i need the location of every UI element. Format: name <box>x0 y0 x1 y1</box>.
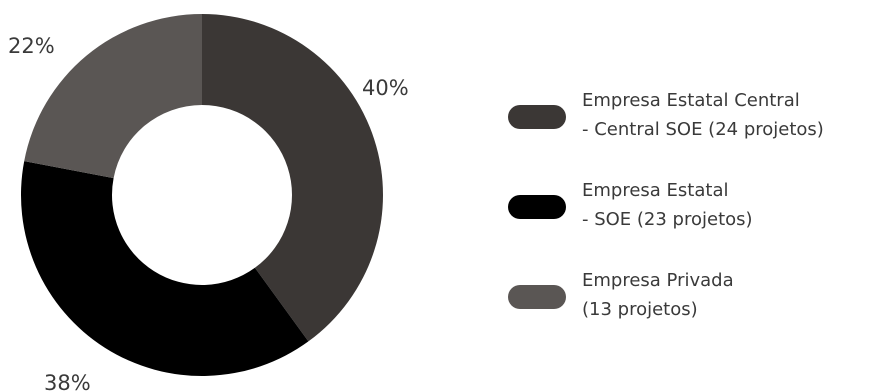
legend-label-line2: - Central SOE (24 projetos) <box>582 119 824 140</box>
legend-swatch-soe <box>508 195 566 219</box>
legend-label-line1: Empresa Estatal <box>582 180 729 201</box>
legend-label-line1: Empresa Estatal Central <box>582 90 800 111</box>
legend: Empresa Estatal Central - Central SOE (2… <box>508 86 868 356</box>
legend-item-soe: Empresa Estatal - SOE (23 projetos) <box>508 176 868 236</box>
legend-swatch-private <box>508 285 566 309</box>
legend-label-line2: - SOE (23 projetos) <box>582 209 753 230</box>
legend-label-line1: Empresa Privada <box>582 270 734 291</box>
slice-private <box>24 14 202 179</box>
slice-soe <box>20 161 309 376</box>
donut-slices <box>20 14 383 376</box>
legend-label-line2: (13 projetos) <box>582 299 698 320</box>
slice-value-label: 40% <box>362 76 409 100</box>
legend-item-central-soe: Empresa Estatal Central - Central SOE (2… <box>508 86 868 146</box>
slice-central-soe <box>202 14 383 342</box>
slice-value-label: 38% <box>44 371 91 392</box>
slice-value-label: 22% <box>8 34 55 58</box>
slice-labels: 40% 38% 22% <box>8 34 409 392</box>
legend-item-private: Empresa Privada (13 projetos) <box>508 266 868 326</box>
legend-swatch-central-soe <box>508 105 566 129</box>
